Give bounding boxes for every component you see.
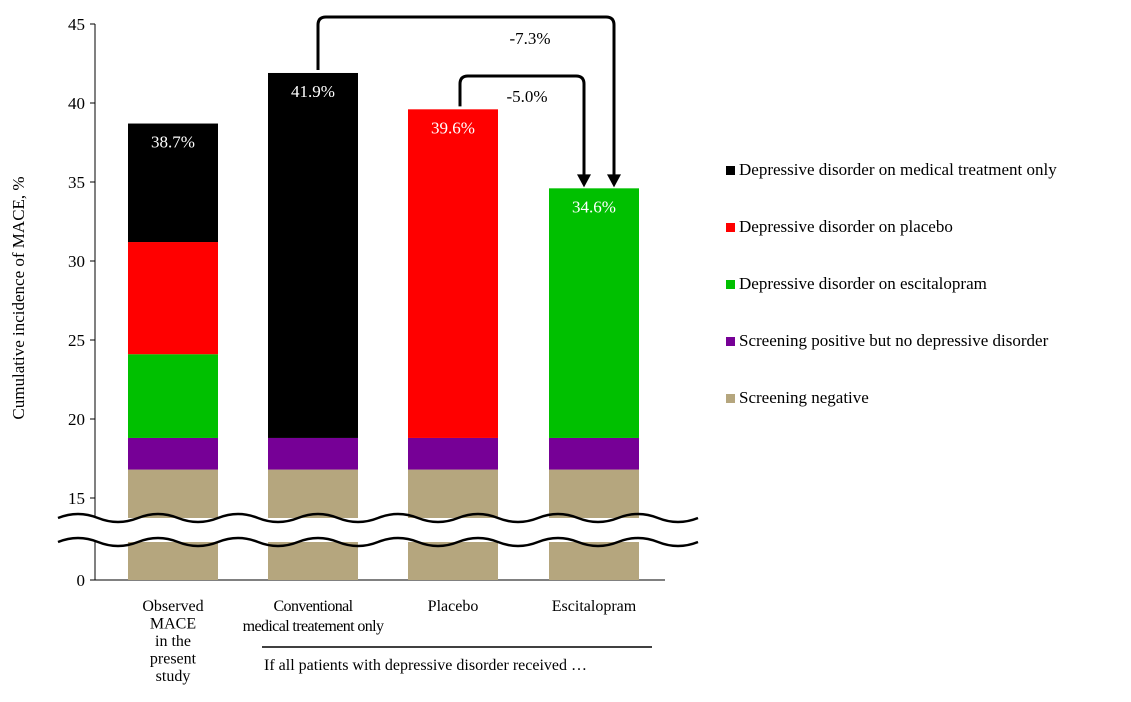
x-category-label: Observed MACE in the present study bbox=[142, 598, 203, 685]
y-tick-label: 0 bbox=[77, 571, 86, 590]
y-tick-label: 25 bbox=[68, 331, 85, 350]
total-label: 41.9% bbox=[291, 82, 335, 101]
bar-segment bbox=[549, 437, 639, 470]
legend-item: Screening positive but no depressive dis… bbox=[726, 331, 1126, 351]
arrow-connector bbox=[316, 15, 616, 177]
total-label: 39.6% bbox=[431, 118, 475, 137]
axis-break-line bbox=[57, 512, 699, 524]
legend: Depressive disorder on medical treatment… bbox=[726, 160, 1126, 445]
total-label: 38.7% bbox=[151, 133, 195, 152]
arrow-head bbox=[577, 174, 591, 188]
bar-segment bbox=[128, 354, 218, 438]
legend-label: Depressive disorder on escitalopram bbox=[739, 274, 987, 293]
x-category-label: Conventional medical treatement only bbox=[243, 598, 384, 635]
arrow-head bbox=[607, 174, 621, 188]
y-tick-label: 15 bbox=[68, 489, 85, 508]
bar-segment bbox=[128, 123, 218, 243]
group-label: If all patients with depressive disorder… bbox=[264, 657, 587, 674]
annotation-label: -7.3% bbox=[509, 29, 550, 48]
bar-segment bbox=[408, 109, 498, 438]
legend-swatch bbox=[726, 393, 735, 403]
legend-swatch bbox=[726, 279, 735, 289]
bar-segment bbox=[408, 437, 498, 470]
axis-break-line bbox=[57, 536, 699, 548]
y-tick-label: 30 bbox=[68, 252, 85, 271]
y-tick-label: 45 bbox=[68, 15, 85, 34]
x-category-label: Placebo bbox=[428, 598, 479, 615]
annotation-label: -5.0% bbox=[506, 87, 547, 106]
y-axis-label: Cumulative incidence of MACE, % bbox=[9, 176, 28, 419]
legend-item: Screening negative bbox=[726, 388, 1126, 408]
legend-swatch bbox=[726, 222, 735, 232]
bar-segment bbox=[268, 72, 358, 438]
legend-item: Depressive disorder on medical treatment… bbox=[726, 160, 1126, 180]
bar-segment bbox=[549, 188, 639, 438]
arrow-connector bbox=[458, 74, 586, 177]
legend-label: Screening positive but no depressive dis… bbox=[739, 331, 1049, 350]
y-tick-label: 20 bbox=[68, 410, 85, 429]
y-tick-label: 35 bbox=[68, 173, 85, 192]
legend-swatch bbox=[726, 165, 735, 175]
legend-item: Depressive disorder on placebo bbox=[726, 217, 1126, 237]
legend-item: Depressive disorder on escitalopram bbox=[726, 274, 1126, 294]
y-tick-label: 40 bbox=[68, 94, 85, 113]
legend-swatch bbox=[726, 336, 735, 346]
x-category-label: Escitalopram bbox=[552, 598, 637, 615]
legend-label: Depressive disorder on placebo bbox=[739, 217, 953, 236]
total-label: 34.6% bbox=[572, 197, 616, 216]
bar-segment bbox=[128, 242, 218, 355]
bar-segment bbox=[128, 437, 218, 470]
legend-label: Depressive disorder on medical treatment… bbox=[739, 160, 1057, 179]
legend-label: Screening negative bbox=[739, 388, 869, 407]
bar-segment bbox=[268, 437, 358, 470]
